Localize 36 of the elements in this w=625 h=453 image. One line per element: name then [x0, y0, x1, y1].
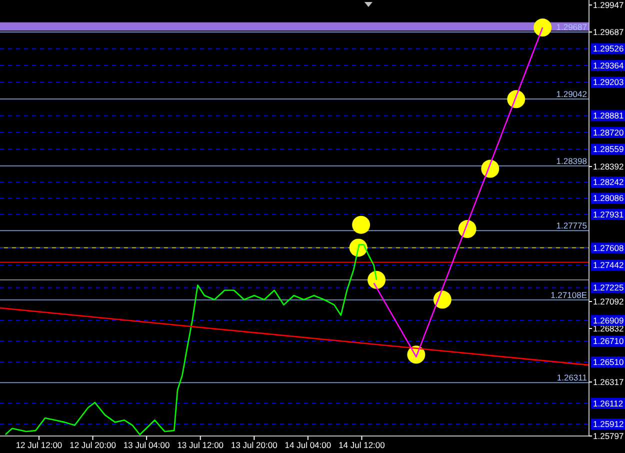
y-tick-label: 1.28392 — [593, 161, 624, 172]
ref-line-label: 1.29042 — [556, 88, 588, 99]
ref-line-label: 1.25912 — [593, 419, 624, 430]
ref-line-label: 1.28086 — [593, 193, 624, 204]
ref-line-label: 1.26112 — [593, 398, 624, 408]
x-tick-label: 14 Jul 12:00 — [338, 440, 386, 450]
ref-line-label: 1.29203 — [593, 77, 624, 88]
x-tick-label: 13 Jul 12:00 — [177, 440, 224, 450]
x-tick-label: 14 Jul 04:00 — [284, 440, 332, 450]
ref-line-label: 1.26710 — [593, 336, 624, 346]
y-tick-label: 1.25797 — [593, 430, 624, 441]
y-tick-label: 1.29687 — [593, 26, 624, 37]
ref-line-label: 1.28881 — [593, 110, 624, 121]
y-tick-label: 1.27092 — [593, 296, 624, 306]
x-tick-label: 13 Jul 20:00 — [230, 440, 278, 450]
ref-line-label: 1.28559 — [593, 144, 624, 154]
ref-line-label: 1.29687 — [556, 22, 588, 32]
ref-line-label: 1.29526 — [593, 44, 624, 54]
ref-line-label: 1.27608 — [593, 242, 624, 253]
y-tick-label: 1.26317 — [593, 376, 624, 387]
ref-line-label: 1.29364 — [593, 60, 624, 71]
ref-line-label: 1.27108E — [550, 290, 588, 300]
ref-line-label: 1.28398 — [556, 156, 588, 166]
ref-line-label: 1.26311 — [556, 372, 588, 383]
ref-line-label: 1.27931 — [593, 209, 624, 220]
x-tick-label: 12 Jul 20:00 — [70, 440, 116, 450]
ref-line-label: 1.26909 — [593, 315, 624, 326]
ref-line-label: 1.27442 — [593, 260, 624, 270]
ref-line-label: 1.27775 — [556, 220, 588, 231]
y-tick-label: 1.29947 — [593, 0, 624, 10]
ref-line-label: 1.28720 — [593, 127, 624, 138]
ref-line-label: 1.28242 — [593, 177, 624, 188]
x-tick-label: 12 Jul 12:00 — [16, 440, 62, 450]
ref-line-label: 1.27225 — [593, 282, 624, 293]
x-tick-label: 13 Jul 04:00 — [123, 440, 170, 450]
ref-line-label: 1.26510 — [593, 356, 624, 367]
